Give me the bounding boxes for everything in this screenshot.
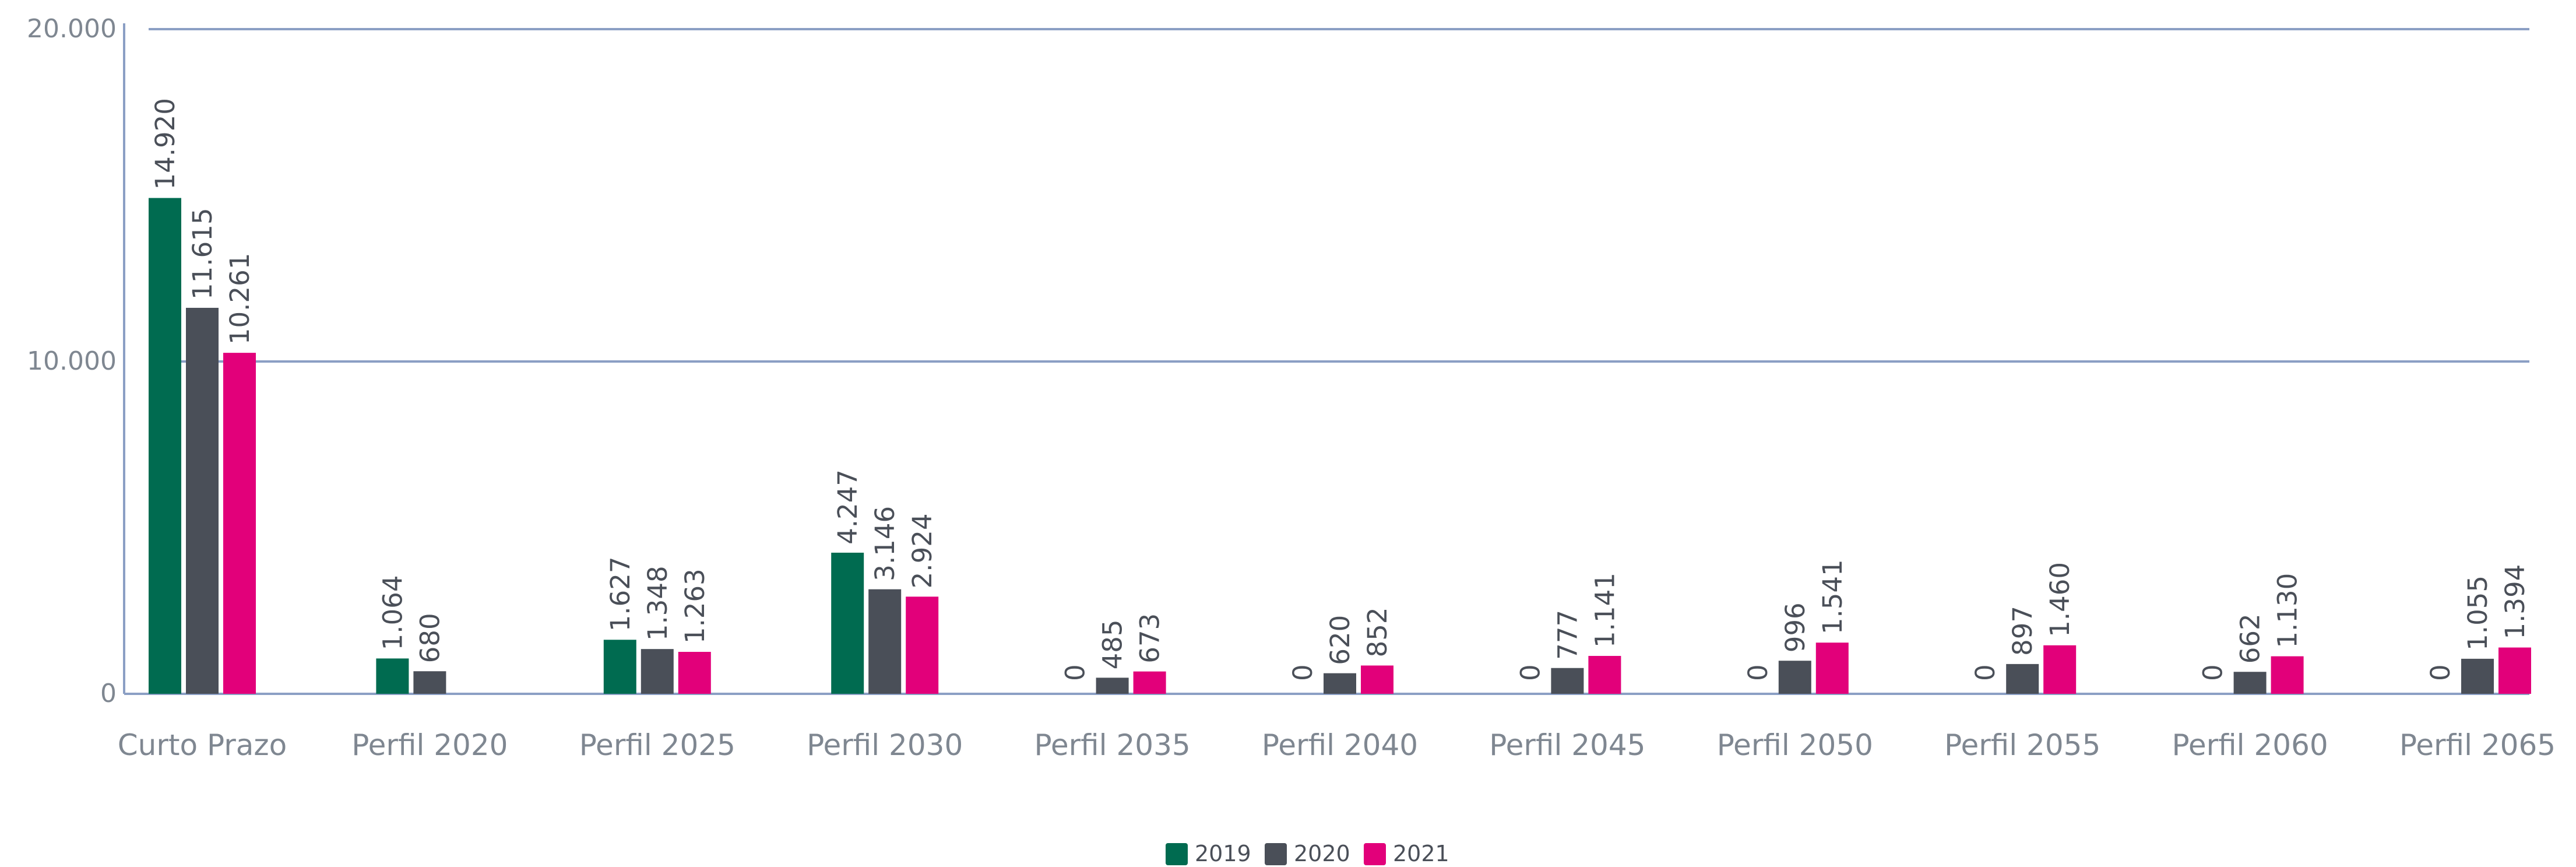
bars xyxy=(149,198,2531,694)
x-tick-label: Perfil 2040 xyxy=(1262,728,1418,762)
gridlines xyxy=(149,28,2529,363)
data-label: 4.247 xyxy=(832,469,863,545)
bar-2021-perfil-2055 xyxy=(2043,645,2077,694)
data-label: 0 xyxy=(1743,664,1773,681)
data-label: 996 xyxy=(1780,602,1811,652)
data-label: 673 xyxy=(1135,613,1166,664)
bar-2021-perfil-2040 xyxy=(1361,665,1393,694)
legend-label-2021: 2021 xyxy=(1393,841,1449,866)
y-tick-label: 20.000 xyxy=(27,14,117,44)
data-label: 777 xyxy=(1552,610,1583,660)
bar-2020-perfil-2055 xyxy=(2006,664,2039,694)
bar-2020-perfil-2050 xyxy=(1778,661,1811,694)
data-label: 2.924 xyxy=(907,514,938,589)
data-label: 0 xyxy=(1515,664,1546,681)
bar-2019-perfil-2025 xyxy=(603,640,636,694)
data-label: 1.130 xyxy=(2272,573,2303,648)
category-labels: Curto Prazo Perfil 2020 Perfil 2025 Perfil … xyxy=(118,728,2556,762)
data-label: 1.460 xyxy=(2044,562,2075,637)
y-tick-label: 0 xyxy=(100,679,117,708)
x-tick-label: Perfil 2050 xyxy=(1717,728,1873,762)
x-tick-label: Perfil 2055 xyxy=(1944,728,2100,762)
bar-2019-perfil-2020 xyxy=(376,658,409,694)
bar-2020-perfil-2025 xyxy=(641,649,674,694)
data-label: 1.263 xyxy=(680,568,710,644)
bar-2021-perfil-2030 xyxy=(906,596,939,694)
x-tick-label: Perfil 2030 xyxy=(807,728,963,762)
data-label: 3.146 xyxy=(870,506,900,581)
bar-2020-perfil-2065 xyxy=(2461,658,2494,694)
legend-swatch-2020 xyxy=(1265,843,1287,865)
data-label: 0 xyxy=(1970,664,2001,681)
bar-2021-perfil-2060 xyxy=(2271,656,2304,694)
data-label: 0 xyxy=(2198,664,2229,681)
x-tick-label: Perfil 2045 xyxy=(1489,728,1645,762)
data-label: 11.615 xyxy=(187,208,218,299)
data-label: 897 xyxy=(2007,606,2038,656)
x-tick-label: Perfil 2025 xyxy=(579,728,736,762)
x-tick-label: Perfil 2065 xyxy=(2399,728,2556,762)
legend-swatch-2019 xyxy=(1166,843,1188,865)
data-label: 1.541 xyxy=(1817,559,1848,634)
data-label: 1.627 xyxy=(605,556,636,631)
data-label: 852 xyxy=(1362,608,1393,658)
data-label: 1.064 xyxy=(377,575,408,651)
data-label: 1.055 xyxy=(2462,575,2493,651)
bar-2021-curto-prazo xyxy=(223,353,256,694)
data-label: 485 xyxy=(1097,619,1128,669)
legend: 2019 2020 2021 xyxy=(1166,841,1449,866)
bar-2020-perfil-2020 xyxy=(413,671,446,694)
data-label: 10.261 xyxy=(224,253,255,345)
x-tick-label: Curto Prazo xyxy=(118,728,287,762)
data-label: 662 xyxy=(2235,613,2266,664)
bar-2020-perfil-2040 xyxy=(1324,673,1356,694)
bar-2021-perfil-2035 xyxy=(1133,671,1166,694)
bar-2020-perfil-2035 xyxy=(1096,678,1129,694)
data-label: 0 xyxy=(1287,664,1318,681)
bar-2021-perfil-2045 xyxy=(1588,655,1621,694)
bar-2020-curto-prazo xyxy=(186,307,219,694)
data-label: 0 xyxy=(2425,664,2456,681)
data-label: 1.394 xyxy=(2500,564,2531,640)
bar-2020-perfil-2030 xyxy=(868,589,902,694)
data-label: 14.920 xyxy=(150,98,181,189)
bar-2019-curto-prazo xyxy=(149,198,181,694)
data-label: 1.348 xyxy=(642,566,673,641)
x-tick-label: Perfil 2060 xyxy=(2172,728,2328,762)
y-tick-label: 10.000 xyxy=(27,346,117,376)
data-label: 620 xyxy=(1325,615,1356,665)
data-label: 680 xyxy=(414,613,445,663)
bar-2021-perfil-2025 xyxy=(678,652,711,694)
legend-label-2019: 2019 xyxy=(1195,841,1251,866)
x-tick-label: Perfil 2035 xyxy=(1034,728,1190,762)
x-tick-label: Perfil 2020 xyxy=(351,728,508,762)
data-label: 0 xyxy=(1060,664,1091,681)
legend-swatch-2021 xyxy=(1364,843,1386,865)
bar-2020-perfil-2060 xyxy=(2233,672,2267,694)
bar-2019-perfil-2030 xyxy=(831,552,864,694)
bar-2020-perfil-2045 xyxy=(1551,668,1584,694)
legend-label-2020: 2020 xyxy=(1294,841,1350,866)
bar-2021-perfil-2065 xyxy=(2498,647,2531,694)
bar-2021-perfil-2050 xyxy=(1815,643,1849,694)
data-label: 1.141 xyxy=(1589,573,1620,648)
